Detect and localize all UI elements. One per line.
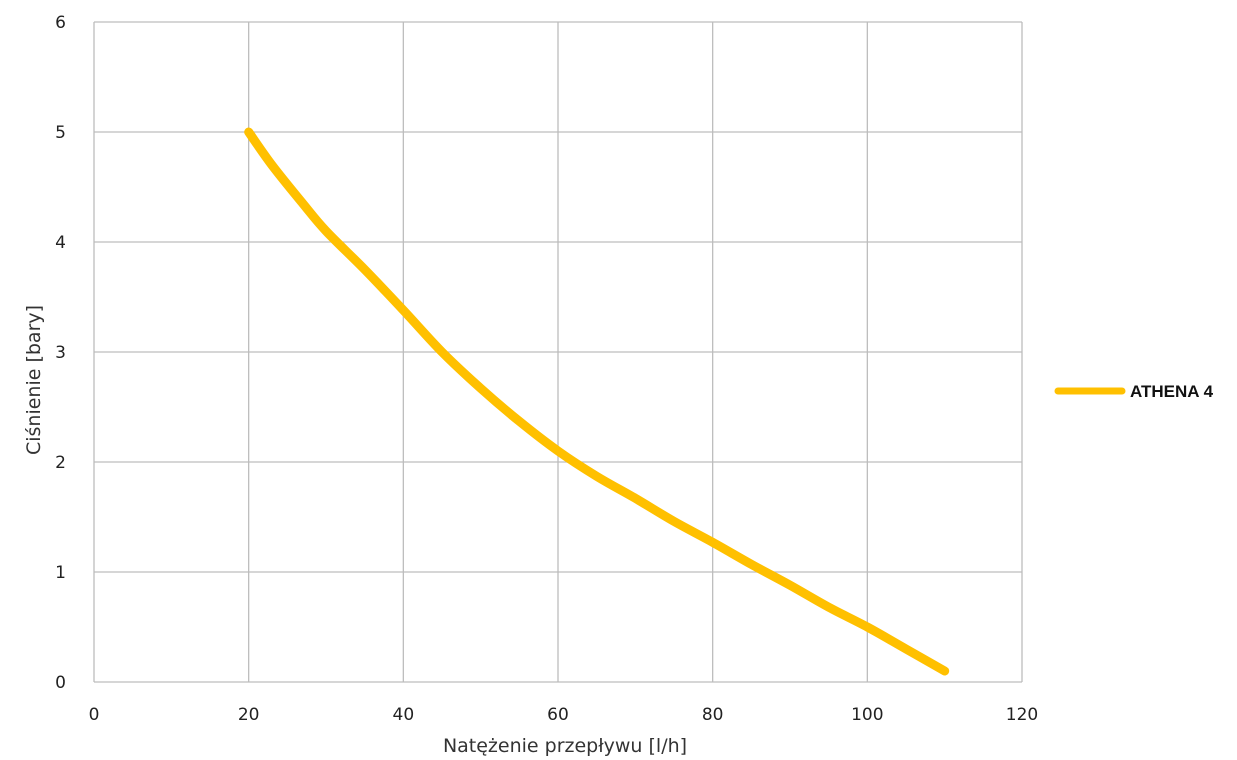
x-tick-labels: 0 20 40 60 80 100 120 [89, 705, 1039, 725]
x-tick-label: 60 [547, 705, 569, 725]
series-layer [244, 127, 950, 676]
x-tick-label: 100 [851, 705, 883, 725]
x-tick-label: 20 [238, 705, 260, 725]
y-tick-label: 0 [55, 673, 66, 693]
x-tick-label: 80 [702, 705, 724, 725]
y-axis-title: Ciśnienie [bary] [23, 305, 45, 455]
x-tick-label: 0 [89, 705, 100, 725]
y-tick-label: 1 [55, 563, 66, 583]
y-tick-label: 4 [55, 233, 66, 253]
x-tick-label: 120 [1006, 705, 1038, 725]
x-tick-label: 40 [393, 705, 415, 725]
y-tick-labels: 0 1 2 3 4 5 6 [55, 13, 66, 693]
y-tick-label: 6 [55, 13, 66, 33]
series-line-athena-4 [244, 127, 950, 676]
legend-label-athena-4: ATHENA 4 [1130, 382, 1214, 401]
grid-horizontal-lines [94, 21, 1022, 683]
y-tick-label: 5 [55, 123, 66, 143]
y-tick-label: 2 [55, 453, 66, 473]
y-tick-label: 3 [55, 343, 66, 363]
legend: ATHENA 4 [1054, 382, 1214, 401]
x-axis-title: Natężenie przepływu [l/h] [443, 735, 687, 757]
